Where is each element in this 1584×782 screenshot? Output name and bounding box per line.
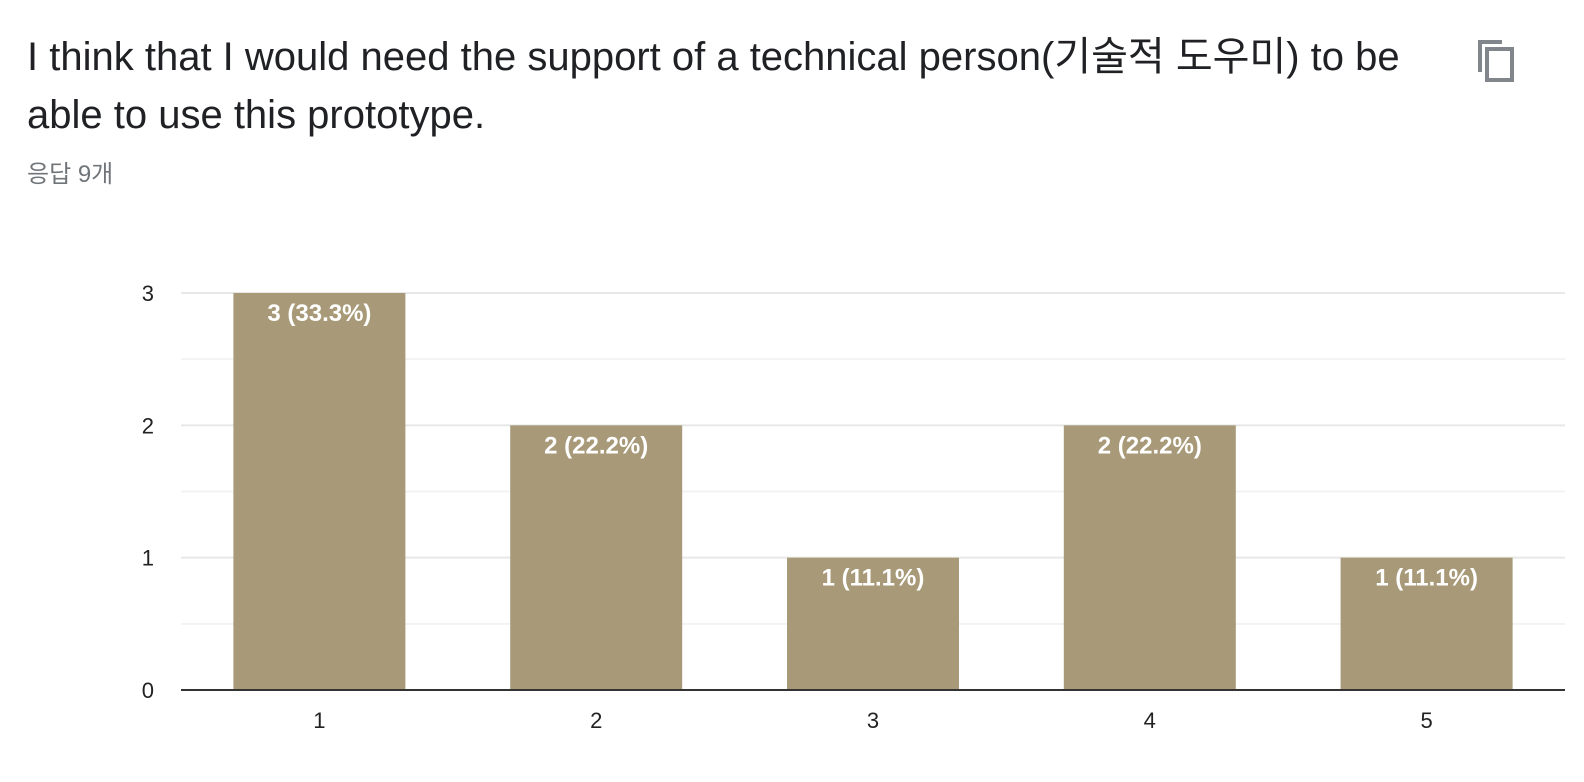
- y-tick-label: 2: [142, 413, 154, 438]
- y-tick-label: 3: [142, 281, 154, 306]
- bar: [787, 557, 959, 690]
- bar: [510, 425, 683, 690]
- bar-data-label: 1 (11.1%): [822, 565, 925, 592]
- y-tick-label: 1: [142, 546, 154, 571]
- response-count: 응답 9개: [27, 161, 114, 188]
- bar-data-label: 2 (22.2%): [1098, 432, 1202, 459]
- copy-chart-button[interactable]: [1474, 38, 1520, 84]
- y-tick-label: 0: [142, 678, 154, 703]
- x-tick-label: 3: [867, 708, 879, 733]
- bar-data-label: 2 (22.2%): [544, 432, 648, 459]
- bar-data-label: 3 (33.3%): [267, 300, 371, 327]
- x-tick-label: 2: [590, 708, 602, 733]
- copy-icon: [1478, 40, 1514, 82]
- x-tick-label: 4: [1144, 708, 1156, 733]
- bar: [1063, 425, 1236, 690]
- question-title: I think that I would need the support of…: [27, 35, 1400, 137]
- bar-data-label: 1 (11.1%): [1375, 565, 1478, 592]
- bar: [1340, 557, 1513, 690]
- bar: [233, 293, 406, 690]
- x-tick-label: 1: [313, 708, 325, 733]
- x-tick-label: 5: [1420, 708, 1432, 733]
